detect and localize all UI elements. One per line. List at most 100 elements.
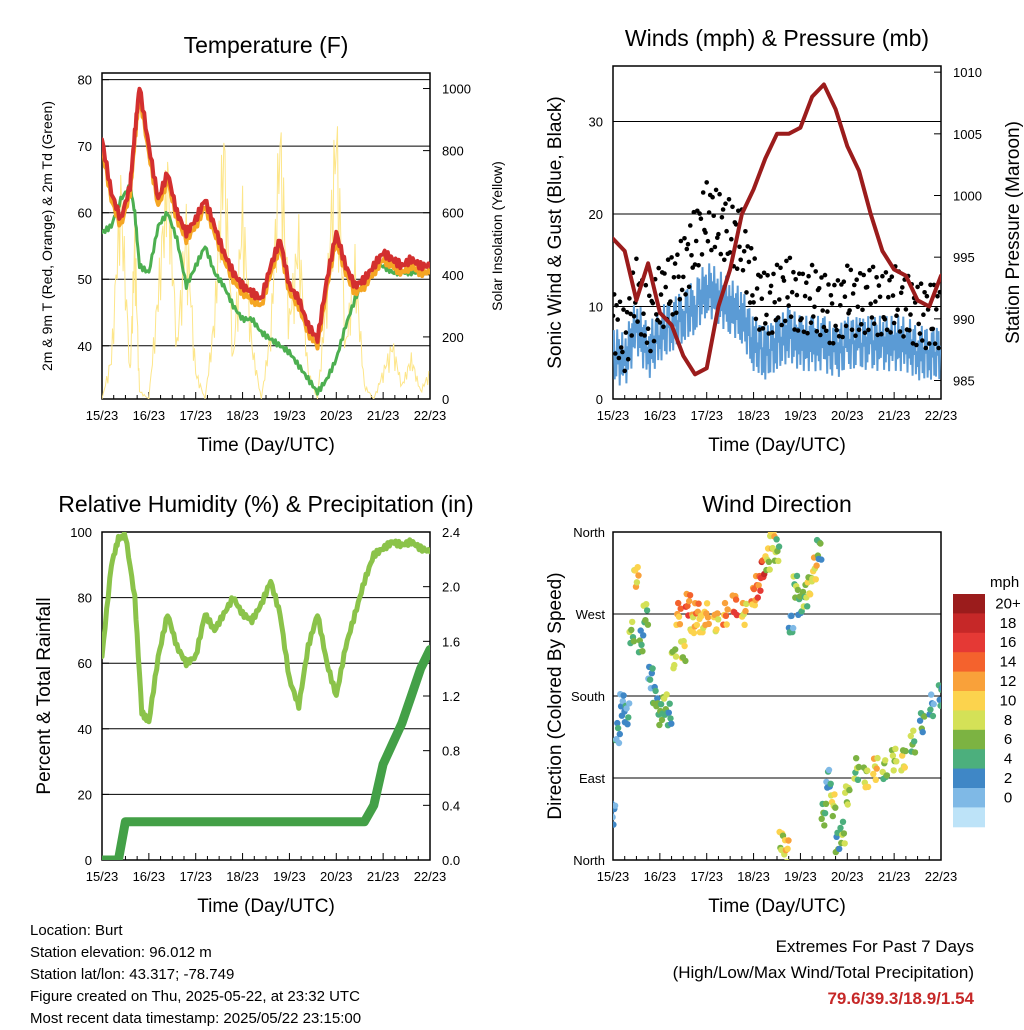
y-tick-label: 50	[78, 272, 92, 287]
gust-point	[684, 246, 690, 252]
gust-point	[924, 293, 930, 299]
gust-point	[903, 307, 909, 312]
gust-point	[868, 301, 873, 307]
colorbar-swatch	[953, 788, 985, 808]
plot-frame	[101, 72, 431, 400]
gust-point	[777, 297, 782, 302]
gust-point	[703, 230, 708, 235]
gust-point	[720, 207, 726, 212]
wind-direction-point	[817, 540, 824, 547]
y-right-tick-label: 995	[953, 250, 975, 265]
wind-direction-point	[635, 572, 642, 579]
wind-direction-point	[628, 626, 635, 634]
y-tick-label: West	[576, 607, 606, 622]
x-tick-label: 22/23	[414, 408, 447, 423]
sonic-wind-line	[613, 263, 941, 386]
gust-point	[869, 315, 875, 320]
wind-direction-point	[919, 728, 926, 736]
gust-point	[764, 312, 769, 318]
wind-direction-point	[630, 638, 638, 645]
gust-point	[698, 216, 704, 221]
gust-point	[871, 321, 877, 327]
y-right-tick-label: 990	[953, 312, 975, 327]
gust-point	[841, 279, 847, 285]
y-right-tick-label: 400	[442, 268, 464, 283]
wind-direction-point	[765, 558, 773, 565]
gust-point	[744, 290, 749, 295]
gust-point	[930, 326, 936, 332]
x-tick-label: 17/23	[690, 408, 723, 423]
wind-direction-point	[751, 602, 758, 609]
gust-point	[642, 333, 647, 338]
gust-point	[788, 314, 794, 320]
colorbar-swatch	[953, 691, 985, 711]
y-right-tick-label: 800	[442, 144, 464, 159]
gust-point	[760, 326, 766, 331]
wind-direction-point	[723, 621, 730, 628]
gust-point	[928, 282, 933, 288]
wind-direction-point	[825, 766, 833, 774]
wind-direction-point	[654, 695, 661, 702]
gust-point	[809, 262, 815, 268]
gust-point	[889, 274, 895, 280]
wind-direction-point	[855, 763, 862, 771]
x-tick-label: 21/23	[367, 408, 400, 423]
panel-3: Relative Humidity (%) & Precipitation (i…	[34, 491, 474, 917]
colorbar-swatch	[953, 710, 985, 731]
colorbar-label: 16	[1000, 634, 1017, 651]
gust-point	[774, 262, 780, 268]
wind-direction-point	[722, 612, 730, 619]
wind-direction-point	[625, 714, 632, 721]
gust-point	[814, 329, 820, 334]
wind-direction-point	[818, 815, 825, 822]
gust-point	[648, 348, 653, 354]
wind-direction-point	[901, 764, 908, 771]
gust-point	[620, 349, 625, 355]
gust-point	[873, 299, 878, 304]
gust-point	[779, 322, 784, 328]
wind-direction-point	[813, 562, 820, 569]
gust-point	[647, 293, 652, 299]
gust-point	[816, 286, 822, 291]
wind-direction-point	[832, 804, 839, 811]
colorbar-swatch	[953, 613, 985, 634]
gust-point	[859, 322, 864, 327]
gust-point	[822, 272, 828, 278]
wind-direction-point	[675, 613, 683, 620]
gust-point	[613, 351, 618, 356]
gust-point	[748, 246, 754, 251]
wind-direction-point	[870, 770, 877, 778]
gust-point	[643, 282, 649, 288]
x-tick-label: 16/23	[644, 408, 677, 423]
gust-point	[691, 209, 697, 215]
gust-point	[894, 313, 899, 319]
gust-point	[935, 294, 940, 299]
gust-point	[813, 269, 818, 274]
gust-point	[688, 223, 693, 228]
wind-direction-point	[821, 810, 829, 817]
gust-point	[623, 330, 629, 335]
wind-direction-point	[666, 700, 673, 707]
wind-direction-point	[911, 749, 919, 756]
gust-point	[855, 304, 861, 310]
wind-direction-point	[648, 670, 655, 677]
wind-direction-point	[936, 696, 941, 703]
gust-point	[670, 312, 675, 317]
gust-point	[678, 238, 684, 244]
wind-direction-point	[785, 837, 792, 844]
wind-direction-point	[794, 586, 802, 594]
y-axis-label: Percent & Total Rainfall	[34, 597, 55, 794]
gust-point	[656, 265, 661, 271]
wind-direction-point	[893, 758, 900, 765]
y-right-tick-label: 1010	[953, 65, 982, 80]
colorbar-label: 8	[1004, 712, 1012, 729]
gust-point	[792, 327, 797, 332]
gust-point	[795, 328, 801, 333]
extremes-subtitle: (High/Low/Max Wind/Total Precipitation)	[672, 963, 974, 982]
gust-point	[716, 231, 721, 237]
y-tick-label: North	[573, 525, 605, 540]
gust-point	[890, 293, 896, 298]
gust-point	[723, 201, 728, 206]
wind-direction-point	[675, 599, 682, 607]
wind-direction-point	[837, 824, 844, 832]
